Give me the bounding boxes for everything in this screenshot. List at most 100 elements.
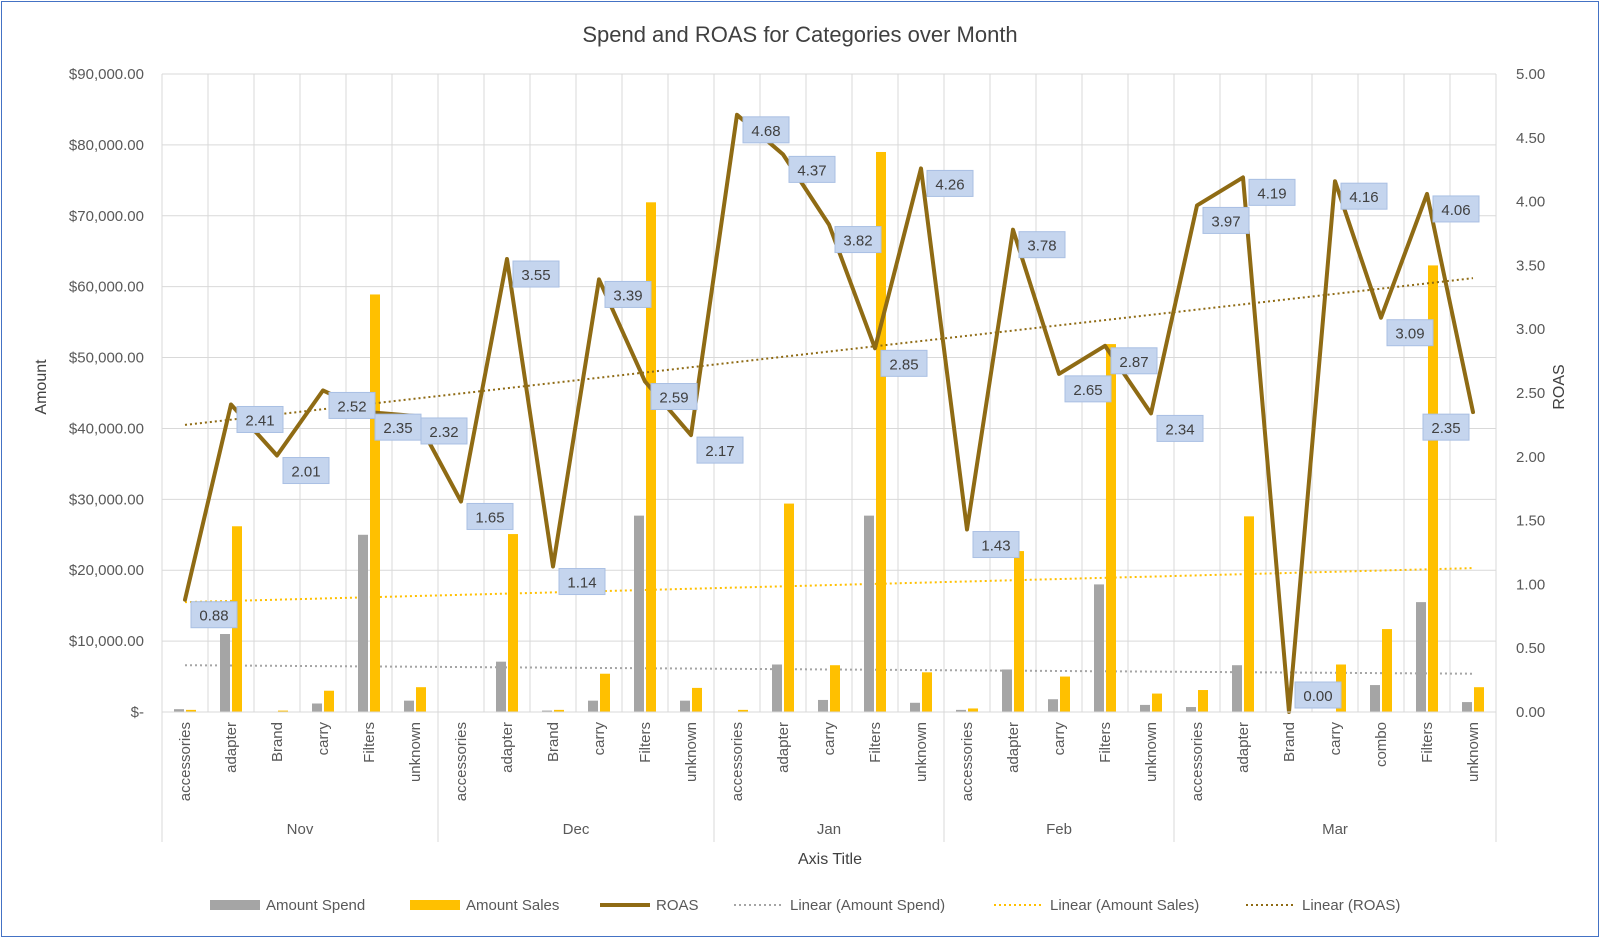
y2-tick-label: 4.00	[1516, 194, 1545, 211]
y2-tick-label: 1.50	[1516, 513, 1545, 530]
x-category-label: Filters	[1097, 722, 1114, 763]
y-tick-label: $60,000.00	[69, 279, 144, 296]
bar-amount-sales	[922, 672, 932, 712]
data-label-box	[236, 405, 284, 433]
x-category-label: adapter	[1005, 722, 1022, 773]
bar-amount-spend	[1094, 584, 1104, 712]
bar-amount-spend	[358, 534, 368, 712]
roas-data-label: 2.35	[1422, 413, 1470, 441]
data-label-box	[1248, 178, 1296, 206]
bar-amount-spend	[220, 634, 230, 712]
data-label-box	[1156, 414, 1204, 442]
roas-data-label: 2.01	[282, 457, 330, 485]
legend-item: ROAS	[600, 897, 699, 914]
data-label-text: 3.82	[843, 233, 872, 250]
data-label-text: 3.55	[521, 267, 550, 284]
data-label-text: 4.37	[797, 162, 826, 179]
data-label-box	[282, 457, 330, 485]
roas-data-label: 3.78	[1018, 231, 1066, 259]
x-category-label: carry	[1327, 722, 1344, 756]
data-label-box	[1432, 195, 1480, 223]
roas-data-label: 2.59	[650, 383, 698, 411]
bar-amount-sales	[1382, 629, 1392, 712]
data-label-box	[1386, 319, 1434, 347]
data-label-box	[788, 155, 836, 183]
x-category-label: adapter	[499, 722, 516, 773]
roas-data-label: 0.00	[1294, 681, 1342, 709]
bar-amount-sales	[554, 709, 564, 712]
x-category-label: accessories	[959, 722, 976, 801]
roas-data-label: 2.17	[696, 436, 744, 464]
roas-data-label: 1.65	[466, 502, 514, 530]
x-category-label: accessories	[177, 722, 194, 801]
roas-data-labels: 0.88 2.41 2.01 2.52 2.35 2.32 1.65 3.55 1.14 3.39…	[190, 116, 1480, 709]
legend: Amount Spend Amount Sales ROAS Linear (Amou…	[210, 897, 1400, 914]
x-category-label: adapter	[775, 722, 792, 773]
data-label-text: 4.06	[1441, 202, 1470, 219]
roas-data-label: 4.68	[742, 116, 790, 144]
x-category-label: unknown	[1143, 722, 1160, 782]
roas-data-label: 4.06	[1432, 195, 1480, 223]
x-category-label: unknown	[1465, 722, 1482, 782]
bar-amount-spend	[312, 703, 322, 712]
bar-amount-spend	[910, 702, 920, 712]
roas-data-label: 3.39	[604, 280, 652, 308]
x-category-label: adapter	[1235, 722, 1252, 773]
bar-amount-sales	[600, 673, 610, 712]
data-label-text: 2.17	[705, 443, 734, 460]
bar-amount-sales	[968, 708, 978, 712]
bar-amount-spend	[588, 700, 598, 712]
roas-data-label: 2.65	[1064, 375, 1112, 403]
data-label-text: 2.85	[889, 356, 918, 373]
bar-amount-sales	[692, 687, 702, 712]
x-category-label: combo	[1373, 722, 1390, 767]
data-label-text: 4.26	[935, 176, 964, 193]
x-category-label: Brand	[1281, 722, 1298, 762]
legend-label: Amount Sales	[466, 897, 559, 914]
x-category-label: accessories	[453, 722, 470, 801]
x-category-label: Filters	[361, 722, 378, 763]
bar-amount-sales	[324, 690, 334, 712]
bar-amount-spend	[1370, 685, 1380, 712]
bar-amount-spend	[496, 661, 506, 712]
y2-tick-label: 0.00	[1516, 704, 1545, 721]
bar-series	[174, 151, 1484, 712]
y2-tick-label: 4.50	[1516, 130, 1545, 147]
roas-data-label: 2.41	[236, 405, 284, 433]
x-category-label: unknown	[407, 722, 424, 782]
data-label-text: 2.41	[245, 412, 274, 429]
roas-data-label: 3.82	[834, 226, 882, 254]
y2-tick-label: 2.50	[1516, 385, 1545, 402]
x-category-label: Brand	[545, 722, 562, 762]
bar-amount-spend	[1048, 699, 1058, 712]
y-tick-label: $90,000.00	[69, 66, 144, 83]
data-label-text: 0.00	[1303, 688, 1332, 705]
bar-amount-sales	[1428, 265, 1438, 712]
y2-tick-label: 2.00	[1516, 449, 1545, 466]
bar-amount-sales	[416, 687, 426, 712]
x-category-label: adapter	[223, 722, 240, 773]
y-tick-label: $30,000.00	[69, 491, 144, 508]
data-label-box	[650, 383, 698, 411]
data-label-text: 2.59	[659, 390, 688, 407]
y2-tick-label: 1.00	[1516, 576, 1545, 593]
data-label-box	[1340, 182, 1388, 210]
roas-data-label: 4.26	[926, 169, 974, 197]
bar-amount-spend	[634, 515, 644, 712]
bar-amount-spend	[1232, 665, 1242, 712]
data-label-box	[558, 568, 606, 596]
bar-amount-spend	[174, 709, 184, 712]
y2-tick-label: 0.50	[1516, 640, 1545, 657]
roas-data-label: 2.34	[1156, 414, 1204, 442]
roas-data-label: 2.87	[1110, 347, 1158, 375]
y-tick-label: $20,000.00	[69, 562, 144, 579]
roas-data-label: 4.16	[1340, 182, 1388, 210]
roas-data-label: 4.37	[788, 155, 836, 183]
data-label-text: 3.39	[613, 287, 642, 304]
bar-amount-sales	[784, 503, 794, 712]
data-label-text: 3.09	[1395, 326, 1424, 343]
bar-amount-sales	[1198, 690, 1208, 712]
x-category-label: carry	[315, 722, 332, 756]
bar-amount-sales	[646, 202, 656, 712]
